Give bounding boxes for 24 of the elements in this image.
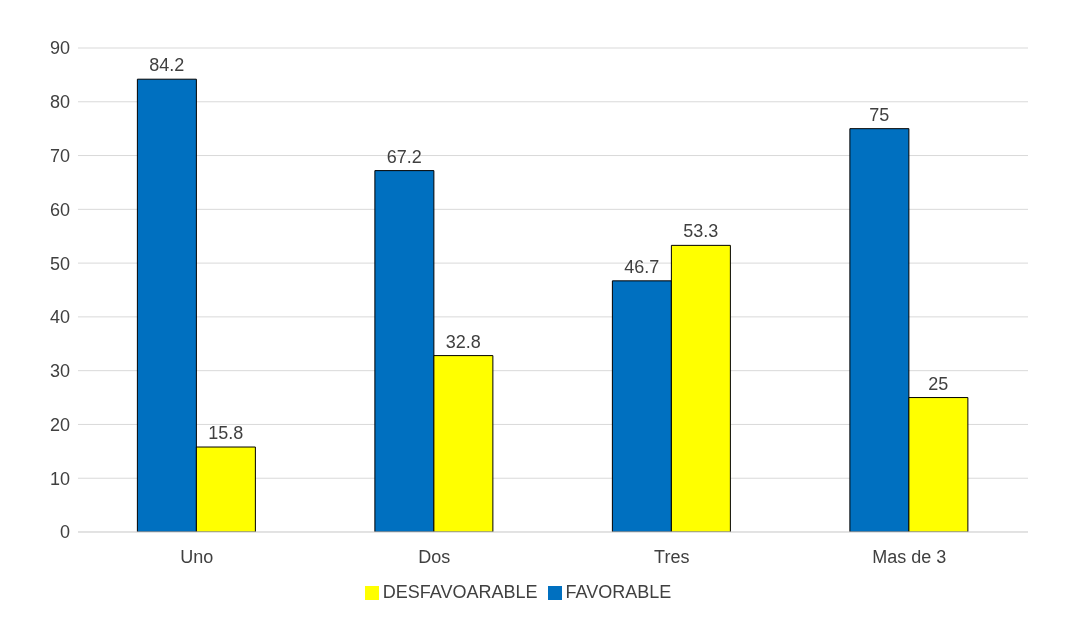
legend-label: FAVORABLE — [565, 582, 672, 602]
data-label: 25 — [928, 373, 949, 394]
data-label: 67.2 — [386, 146, 422, 167]
data-label: 32.8 — [445, 331, 481, 352]
data-label: 53.3 — [683, 221, 719, 242]
x-tick-label: Mas de 3 — [872, 546, 947, 567]
data-label: 84.2 — [149, 55, 185, 76]
data-label: 15.8 — [208, 423, 244, 444]
y-tick-label: 90 — [49, 38, 70, 59]
legend-label: DESFAVOARABLE — [382, 582, 538, 602]
x-tick-label: Dos — [418, 546, 451, 567]
y-tick-label: 70 — [49, 145, 70, 166]
y-tick-label: 60 — [49, 199, 70, 220]
y-tick-label: 20 — [49, 414, 70, 435]
y-tick-label: 0 — [59, 522, 70, 543]
y-tick-label: 10 — [49, 468, 70, 489]
data-label: 46.7 — [624, 256, 660, 277]
y-tick-label: 40 — [49, 307, 70, 328]
y-tick-label: 50 — [49, 253, 70, 274]
y-tick-label: 80 — [49, 92, 70, 113]
x-tick-label: Uno — [180, 546, 214, 567]
y-tick-label: 30 — [49, 361, 70, 382]
data-label: 75 — [869, 104, 890, 125]
x-tick-label: Tres — [654, 546, 690, 567]
